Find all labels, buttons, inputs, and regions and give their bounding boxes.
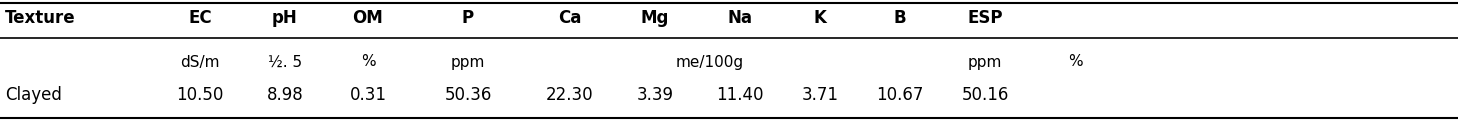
Text: 10.50: 10.50 [176,86,223,104]
Text: 8.98: 8.98 [267,86,303,104]
Text: dS/m: dS/m [181,55,220,69]
Text: %: % [360,55,375,69]
Text: 0.31: 0.31 [350,86,386,104]
Text: ½. 5: ½. 5 [268,55,302,69]
Text: OM: OM [353,9,383,27]
Text: Texture: Texture [4,9,76,27]
Text: ppm: ppm [451,55,486,69]
Text: 10.67: 10.67 [876,86,924,104]
Text: Clayed: Clayed [4,86,61,104]
Text: Ca: Ca [558,9,582,27]
Text: 22.30: 22.30 [547,86,593,104]
Text: %: % [1067,55,1082,69]
Text: K: K [814,9,827,27]
Text: B: B [894,9,907,27]
Text: Mg: Mg [642,9,669,27]
Text: Na: Na [728,9,752,27]
Text: P: P [462,9,474,27]
Text: ESP: ESP [967,9,1003,27]
Text: EC: EC [188,9,211,27]
Text: pH: pH [273,9,297,27]
Text: ppm: ppm [968,55,1002,69]
Text: 11.40: 11.40 [716,86,764,104]
Text: 3.39: 3.39 [637,86,674,104]
Text: me/100g: me/100g [677,55,744,69]
Text: 50.16: 50.16 [961,86,1009,104]
Text: 3.71: 3.71 [802,86,838,104]
Text: 50.36: 50.36 [445,86,491,104]
